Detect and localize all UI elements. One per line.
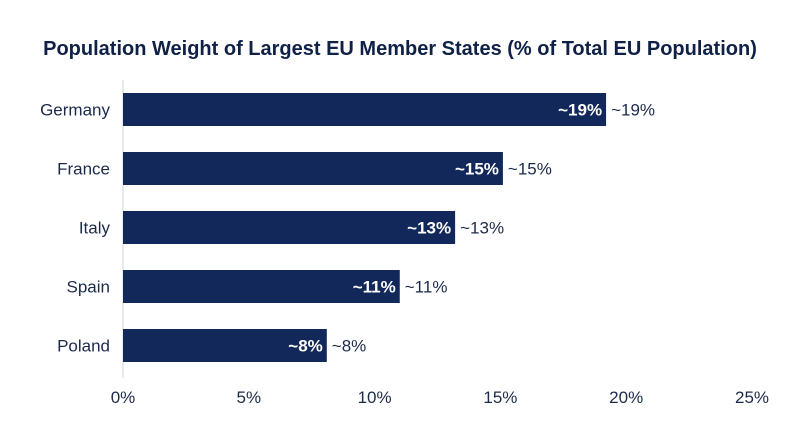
x-tick-label: 5% (237, 388, 262, 407)
bar-spain (123, 270, 400, 303)
data-label-inside-italy: ~13% (407, 219, 451, 238)
data-label-outside-germany: ~19% (611, 101, 655, 120)
bar-germany (123, 93, 607, 126)
chart-title: Population Weight of Largest EU Member S… (43, 38, 757, 60)
category-label-italy: Italy (79, 219, 111, 238)
x-tick-label: 10% (358, 388, 392, 407)
category-label-spain: Spain (67, 278, 110, 297)
x-tick-label: 0% (111, 388, 136, 407)
data-label-outside-france: ~15% (508, 160, 552, 179)
x-tick-label: 25% (735, 388, 769, 407)
bar-italy (123, 211, 456, 244)
category-label-france: France (57, 160, 110, 179)
data-label-inside-france: ~15% (455, 160, 499, 179)
x-tick-label: 20% (609, 388, 643, 407)
data-label-inside-germany: ~19% (558, 101, 602, 120)
bar-poland (123, 329, 327, 362)
data-label-outside-spain: ~11% (405, 278, 448, 297)
data-label-outside-poland: ~8% (332, 337, 367, 356)
category-label-germany: Germany (40, 101, 110, 120)
x-axis-ticks: 0% 5% 10% 15% 20% 25% (111, 388, 769, 407)
data-label-outside-italy: ~13% (460, 219, 504, 238)
x-tick-label: 15% (483, 388, 517, 407)
category-label-poland: Poland (57, 337, 110, 356)
bar-france (123, 152, 503, 185)
bars-group: Germany ~19% ~19% France ~15% ~15% Italy ~13% ~1… (40, 93, 655, 362)
data-label-inside-spain: ~11% (353, 278, 396, 297)
data-label-inside-poland: ~8% (288, 337, 323, 356)
